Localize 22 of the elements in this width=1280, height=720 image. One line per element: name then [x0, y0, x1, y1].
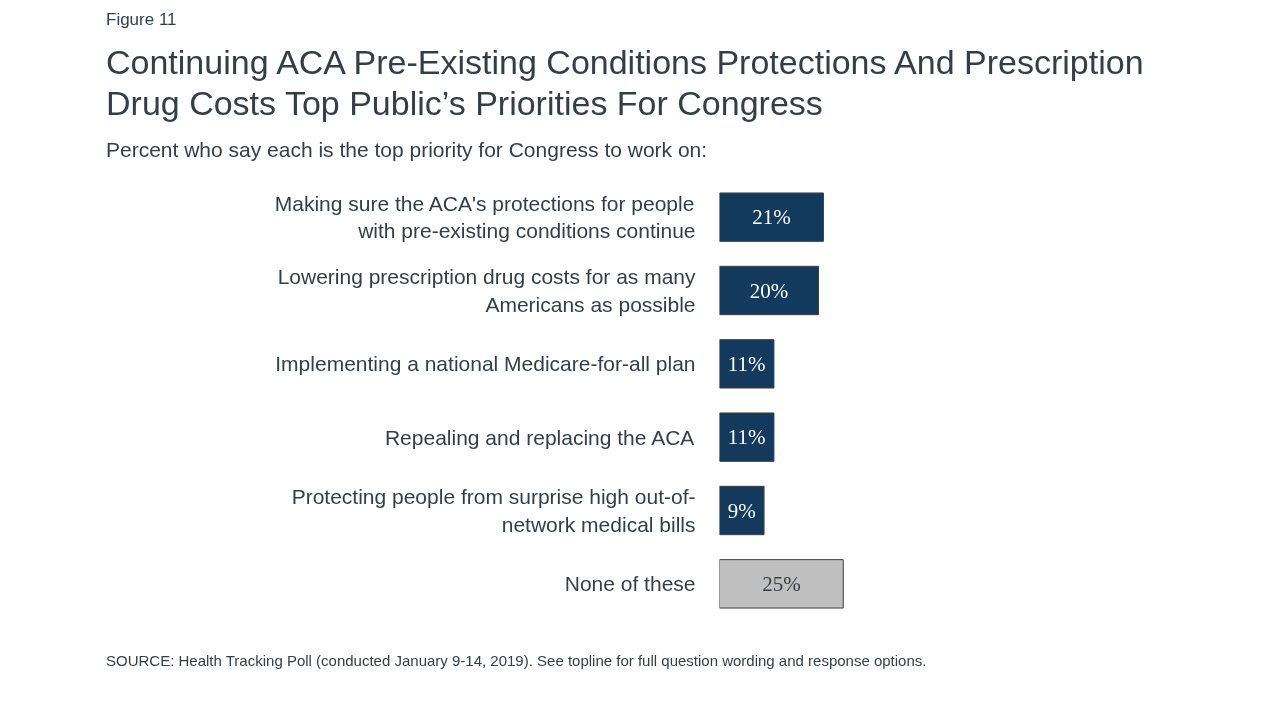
y-tick-label: Making sure the ACA's protections for people with pre-existing conditions continue — [274, 191, 696, 243]
text: Percent who say each is the top priority for Congress to work on: — [106, 136, 708, 163]
data-label: 20% — [749, 278, 789, 303]
bar — [719, 559, 844, 609]
bar — [719, 485, 765, 536]
data-label: 11% — [727, 351, 766, 376]
y-tick-label: Implementing a national Medicare-for-all plan — [275, 352, 696, 376]
data-label: 25% — [762, 571, 801, 596]
y-tick-label: Protecting people from surprise high out-of-network medical bills — [291, 485, 696, 536]
bar — [719, 412, 775, 462]
y-tick-label: Lowering prescription drug costs for as many Americans as possible — [277, 265, 696, 316]
bar — [719, 339, 775, 389]
source-note: SOURCE: Health Tracking Poll (conducted January 9-14, 2019). See topline for full question wording and response options. — [106, 650, 927, 671]
caption: Figure 11 — [106, 9, 177, 31]
y-tick-label: Repealing and replacing the ACA — [384, 425, 695, 449]
data-label: 9% — [727, 498, 756, 523]
bar — [719, 192, 824, 242]
data-label: 11% — [727, 425, 766, 450]
data-label: 21% — [752, 205, 791, 230]
bar — [719, 265, 819, 316]
chart-title: Continuing ACA Pre-Existing Conditions Protections And Prescription Drug Costs Top Public’s Priorities For Congress — [106, 42, 1145, 124]
y-tick-label: None of these — [564, 572, 696, 596]
